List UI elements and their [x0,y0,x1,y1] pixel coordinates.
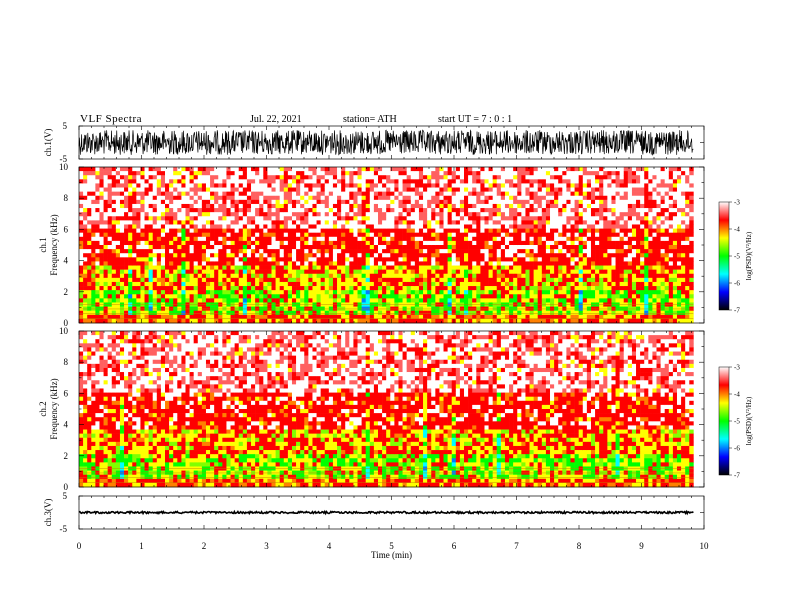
x-tick-label: 9 [639,541,644,551]
colorbar-tick-label: -5 [734,418,740,426]
x-tick-label: 6 [452,541,457,551]
x-tick-label: 5 [389,541,394,551]
chart-title: VLF Spectra [80,113,143,125]
ch2-colorbar: -3 -4 -5 -6 -7 log(PSD)(V²/Hz) [718,364,753,480]
spectrogram-cells [79,167,694,324]
ch1-spectrogram-panel: 0 2 4 6 8 10 ch.1 Frequency (kHz) [38,162,705,328]
colorbar-tick-label: -3 [734,199,740,207]
x-tick-label: 3 [264,541,269,551]
y-tick-label: 2 [64,451,69,461]
start-time-label: start UT = 7 : 0 : 1 [438,114,513,125]
y-tick-label: 8 [64,357,69,367]
x-tick-label: 8 [577,541,582,551]
colorbar-label: log(PSD)(V²/Hz) [745,231,753,280]
colorbar-tick-label: -3 [734,364,740,372]
ch2-spectrogram-panel: 0 2 4 6 8 10 ch.2 Frequency (kHz) [38,326,705,492]
colorbar-tick-label: -6 [734,445,740,453]
colorbar-tick-label: -6 [734,280,740,288]
y-tick-label: -5 [60,524,68,534]
date-label: Jul. 22, 2021 [250,114,302,125]
colorbar-tick-label: -5 [734,253,740,261]
y-axis-label: ch.3(V) [43,499,53,527]
x-tick-label: 0 [77,541,82,551]
colorbar-tick-label: -4 [734,226,740,234]
waveform-trace [78,509,694,516]
x-tick-label: 10 [700,541,710,551]
channel-label: ch.2 [38,401,48,416]
colorbar-tick-label: -4 [734,391,740,399]
channel-label: ch.1 [38,237,48,252]
y-tick-label: -5 [60,154,68,164]
x-tick-label: 4 [327,541,332,551]
x-axis-label: Time (min) [371,550,412,560]
colorbar-gradient [718,366,730,476]
colorbar-gradient [718,201,730,311]
ch1-colorbar: -3 -4 -5 -6 -7 log(PSD)(V²/Hz) [718,199,753,315]
y-tick-label: 2 [64,287,69,297]
y-axis-label: ch.1(V) [43,129,53,157]
x-tick-label: 7 [514,541,519,551]
y-tick-label: 6 [64,388,69,398]
x-tick-label: 2 [202,541,207,551]
station-label: station= ATH [343,114,397,125]
y-tick-label: 8 [64,193,69,203]
colorbar-label: log(PSD)(V²/Hz) [745,396,753,445]
colorbar-tick-label: -7 [734,472,740,480]
ch3-waveform-panel: 5 -5 ch.3(V) [43,491,705,534]
y-tick-label: 0 [64,318,69,328]
y-tick-label: 4 [64,256,69,266]
colorbar-tick-label: -7 [734,307,740,315]
y-tick-label: 10 [59,162,69,172]
x-tick-label: 1 [139,541,144,551]
time-axis: 0 1 2 3 4 5 6 7 8 9 10 Time (min) [77,541,709,560]
y-axis-label: Frequency (kHz) [49,378,59,439]
waveform-trace [78,129,694,156]
ch1-waveform-panel: 5 -5 ch.1(V) [43,121,705,164]
y-tick-label: 10 [59,326,69,336]
y-tick-label: 5 [63,491,68,501]
y-tick-label: 6 [64,224,69,234]
spectrogram-cells [79,331,694,488]
y-axis-label: Frequency (kHz) [49,214,59,275]
y-tick-label: 5 [63,121,68,131]
y-tick-label: 0 [64,482,69,492]
y-tick-label: 4 [64,420,69,430]
